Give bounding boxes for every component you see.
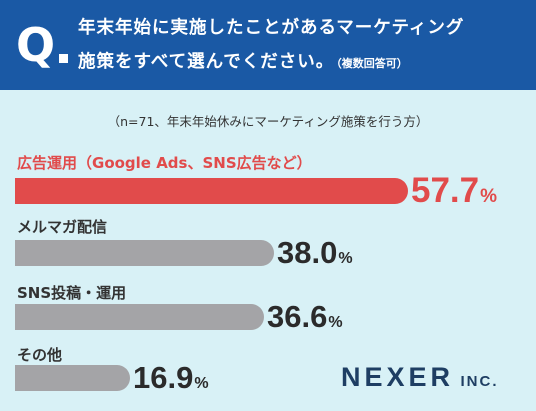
question-mark-letter: Q xyxy=(16,18,56,72)
question-text-line1: 年末年始に実施したことがあるマーケティング xyxy=(78,18,465,38)
bar-value-number-1: 38.0 xyxy=(277,235,338,270)
bar-label-0: 広告運用（Google Ads、SNS広告など） xyxy=(17,154,312,172)
bar-value-unit-2: % xyxy=(328,314,343,331)
bar-value-unit-3: % xyxy=(194,375,209,392)
bar-value-number-0: 57.7 xyxy=(411,171,480,210)
bar-value-number-3: 16.9 xyxy=(133,360,194,395)
bar-1 xyxy=(15,240,274,266)
question-dot xyxy=(59,54,68,63)
bar-2 xyxy=(15,304,264,330)
question-text-line2-main: 施策をすべて選んでください。 xyxy=(78,52,335,72)
question-text-line2: 施策をすべて選んでください。 （複数回答可） xyxy=(78,48,408,73)
bar-value-label-1: 38.0% xyxy=(277,237,353,268)
bar-label-2: SNS投稿・運用 xyxy=(17,284,127,302)
bar-value-label-2: 36.6% xyxy=(267,301,343,332)
bar-3 xyxy=(15,365,130,391)
logo-sub-text: INC. xyxy=(460,373,499,390)
logo-main-text: NEXER xyxy=(341,362,455,392)
question-header: Q 年末年始に実施したことがあるマーケティング 施策をすべて選んでください。 （複… xyxy=(0,0,536,90)
bar-value-unit-0: % xyxy=(480,186,498,207)
sample-note: （n=71、年末年始休みにマーケティング施策を行う方） xyxy=(107,114,429,129)
bar-0 xyxy=(15,178,408,204)
bar-value-label-0: 57.7% xyxy=(411,173,497,208)
bar-label-3: その他 xyxy=(17,346,63,364)
bar-label-1: メルマガ配信 xyxy=(17,218,108,236)
bar-value-label-3: 16.9% xyxy=(133,362,209,393)
question-note: （複数回答可） xyxy=(336,57,408,70)
company-logo: NEXER INC. xyxy=(341,364,498,391)
bar-value-unit-1: % xyxy=(338,250,353,267)
bar-value-number-2: 36.6 xyxy=(267,299,328,334)
